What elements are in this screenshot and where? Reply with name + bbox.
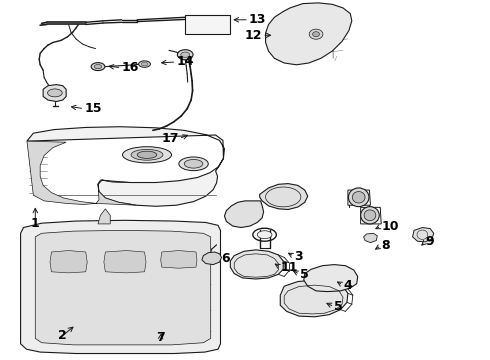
Text: 15: 15	[84, 102, 102, 115]
Ellipse shape	[137, 151, 157, 158]
Ellipse shape	[184, 159, 203, 168]
Ellipse shape	[122, 147, 172, 163]
Circle shape	[313, 32, 319, 37]
Text: 11: 11	[280, 261, 298, 274]
Polygon shape	[413, 228, 434, 242]
Ellipse shape	[94, 64, 102, 69]
Text: 4: 4	[343, 279, 352, 292]
Text: 8: 8	[381, 239, 390, 252]
Polygon shape	[50, 251, 87, 273]
Ellipse shape	[257, 231, 272, 239]
Text: 10: 10	[381, 220, 399, 233]
Polygon shape	[43, 85, 66, 102]
Ellipse shape	[48, 89, 62, 97]
Text: 12: 12	[245, 29, 262, 42]
Ellipse shape	[131, 149, 163, 160]
Text: 3: 3	[294, 250, 303, 263]
Polygon shape	[266, 3, 352, 65]
Polygon shape	[202, 252, 221, 265]
Text: 13: 13	[249, 13, 266, 26]
Polygon shape	[98, 209, 110, 224]
Text: 7: 7	[156, 331, 165, 344]
Polygon shape	[27, 127, 224, 206]
Polygon shape	[35, 230, 211, 345]
Polygon shape	[161, 251, 197, 268]
Polygon shape	[280, 280, 348, 317]
Ellipse shape	[348, 188, 369, 207]
Text: 5: 5	[334, 300, 343, 313]
Text: 1: 1	[31, 217, 40, 230]
Ellipse shape	[179, 157, 208, 171]
Polygon shape	[21, 220, 221, 354]
Polygon shape	[364, 233, 377, 243]
Text: 16: 16	[122, 61, 139, 74]
Polygon shape	[230, 250, 283, 279]
Ellipse shape	[141, 62, 148, 66]
Bar	[185, 15, 230, 34]
Circle shape	[309, 29, 323, 39]
Ellipse shape	[177, 50, 193, 60]
Polygon shape	[104, 251, 146, 273]
Ellipse shape	[181, 52, 190, 57]
Ellipse shape	[91, 63, 105, 71]
Ellipse shape	[361, 207, 379, 224]
Ellipse shape	[139, 61, 150, 67]
Polygon shape	[224, 201, 264, 228]
Ellipse shape	[364, 210, 376, 221]
Polygon shape	[260, 184, 308, 210]
Text: 9: 9	[425, 235, 434, 248]
Ellipse shape	[352, 192, 365, 203]
Text: 6: 6	[221, 252, 230, 265]
Polygon shape	[304, 265, 358, 292]
Text: 14: 14	[176, 55, 194, 68]
Text: 5: 5	[300, 268, 309, 281]
Polygon shape	[27, 141, 136, 205]
Text: 2: 2	[58, 329, 67, 342]
Text: 17: 17	[161, 132, 179, 145]
